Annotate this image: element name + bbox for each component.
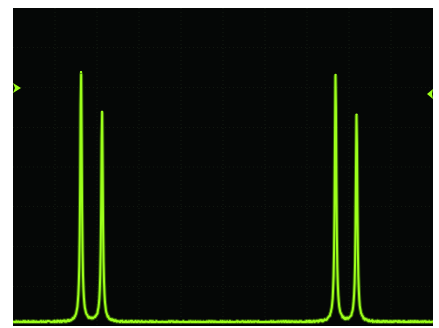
trace-line <box>13 73 433 323</box>
trace-peak-2 <box>100 110 104 114</box>
trace-display <box>13 8 433 326</box>
trace-peak-3 <box>334 73 337 77</box>
level-marker-icon[interactable] <box>423 86 439 102</box>
trace-peak-1 <box>79 70 83 74</box>
oscilloscope-screen <box>13 8 433 326</box>
grid <box>13 8 433 326</box>
level-marker-icon[interactable] <box>0 80 24 96</box>
trace-group <box>13 70 433 324</box>
trace-peak-4 <box>355 113 358 116</box>
